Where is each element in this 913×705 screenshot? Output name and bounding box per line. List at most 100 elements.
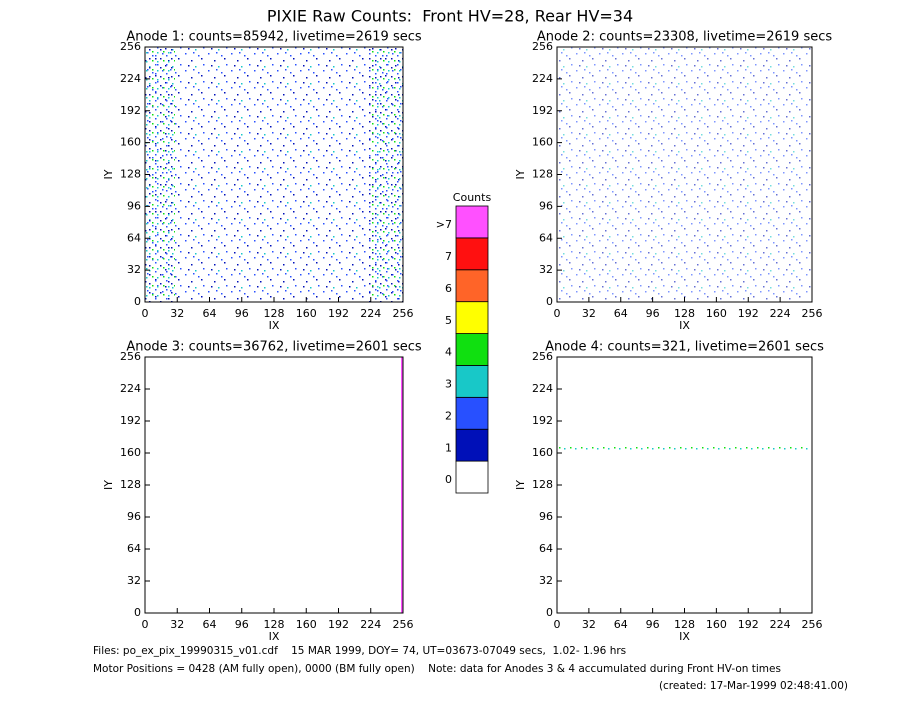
x-tick-label: 192 (328, 307, 349, 320)
x-tick-label: 256 (802, 307, 823, 320)
y-tick-label: 32 (539, 263, 553, 276)
footer-line: Files: po_ex_pix_19990315_v01.cdf 15 MAR… (93, 645, 626, 657)
colorbar-label: 6 (445, 282, 452, 295)
counts-texture (145, 47, 403, 302)
x-tick-label: 160 (296, 307, 317, 320)
y-tick-label: 256 (120, 350, 141, 363)
colorbar-label: 4 (445, 346, 452, 359)
y-tick-label: 96 (539, 199, 553, 212)
panel-title: Anode 3: counts=36762, livetime=2601 sec… (126, 340, 422, 355)
panel-title: Anode 1: counts=85942, livetime=2619 sec… (126, 30, 422, 45)
y-tick-label: 64 (127, 231, 141, 244)
x-tick-label: 160 (296, 618, 317, 631)
y-tick-label: 0 (546, 606, 553, 619)
x-tick-label: 128 (674, 618, 695, 631)
colorbar-cell (455, 460, 489, 494)
y-tick-label: 32 (127, 263, 141, 276)
x-axis-label: IX (679, 630, 690, 643)
colorbar-label: 5 (445, 314, 452, 327)
texture (145, 47, 812, 613)
y-tick-label: 160 (532, 446, 553, 459)
x-tick-label: 256 (393, 307, 414, 320)
y-tick-label: 96 (539, 510, 553, 523)
y-axis-label: IY (514, 480, 527, 490)
y-tick-label: 160 (120, 136, 141, 149)
y-tick-label: 224 (120, 382, 141, 395)
x-tick-label: 96 (646, 618, 660, 631)
panel-title: Anode 2: counts=23308, livetime=2619 sec… (537, 30, 833, 45)
x-tick-label: 32 (582, 307, 596, 320)
colorbar-cell (455, 365, 489, 398)
y-tick-label: 192 (120, 104, 141, 117)
colorbar-label: 1 (445, 441, 452, 454)
y-tick-label: 128 (532, 168, 553, 181)
x-tick-label: 0 (554, 618, 561, 631)
x-tick-label: 224 (360, 618, 381, 631)
y-tick-label: 192 (532, 414, 553, 427)
y-tick-label: 96 (127, 199, 141, 212)
y-tick-label: 192 (532, 104, 553, 117)
counts-texture (368, 47, 403, 302)
x-tick-label: 64 (203, 618, 217, 631)
x-tick-label: 0 (142, 618, 149, 631)
y-tick-label: 32 (539, 574, 553, 587)
colorbar-cell (455, 301, 489, 334)
x-tick-label: 256 (393, 618, 414, 631)
x-tick-label: 192 (328, 618, 349, 631)
y-tick-label: 64 (127, 542, 141, 555)
colorbar-cell (455, 396, 489, 430)
y-axis-label: IY (514, 169, 527, 179)
x-axis-label: IX (679, 319, 690, 332)
x-tick-label: 0 (142, 307, 149, 320)
y-axis-label: IY (102, 480, 115, 490)
x-tick-label: 128 (674, 307, 695, 320)
colorbar-label: 0 (445, 473, 452, 486)
x-tick-label: 96 (646, 307, 660, 320)
x-axis-label: IX (269, 630, 280, 643)
y-tick-label: 256 (120, 40, 141, 53)
x-tick-label: 0 (554, 307, 561, 320)
y-tick-label: 0 (134, 606, 141, 619)
y-tick-label: 128 (120, 168, 141, 181)
colorbar-cell (455, 428, 489, 462)
x-tick-label: 160 (706, 618, 727, 631)
y-tick-label: 128 (120, 478, 141, 491)
y-tick-label: 64 (539, 231, 553, 244)
colorbar-cell (455, 205, 489, 239)
y-tick-label: 96 (127, 510, 141, 523)
y-tick-label: 256 (532, 40, 553, 53)
x-tick-label: 64 (614, 307, 628, 320)
x-tick-label: 64 (203, 307, 217, 320)
y-tick-label: 0 (134, 295, 141, 308)
counts-texture (557, 447, 812, 450)
x-tick-label: 224 (770, 307, 791, 320)
y-tick-label: 160 (532, 136, 553, 149)
x-tick-label: 256 (802, 618, 823, 631)
x-tick-label: 96 (235, 618, 249, 631)
y-tick-label: 64 (539, 542, 553, 555)
colorbar-label: 7 (445, 250, 452, 263)
y-axis-label: IY (102, 169, 115, 179)
x-tick-label: 160 (706, 307, 727, 320)
footer-line: Motor Positions = 0428 (AM fully open), … (93, 663, 781, 675)
colorbar-cell (455, 333, 489, 366)
colorbar-cell (455, 269, 489, 303)
x-tick-label: 224 (360, 307, 381, 320)
x-tick-label: 96 (235, 307, 249, 320)
x-tick-label: 224 (770, 618, 791, 631)
plot-frame (556, 356, 813, 614)
x-tick-label: 192 (738, 307, 759, 320)
y-tick-label: 224 (532, 72, 553, 85)
x-tick-label: 32 (170, 618, 184, 631)
y-tick-label: 160 (120, 446, 141, 459)
colorbar-label: 3 (445, 378, 452, 391)
y-tick-label: 192 (120, 414, 141, 427)
y-tick-label: 224 (532, 382, 553, 395)
counts-texture (557, 47, 812, 302)
x-tick-label: 32 (582, 618, 596, 631)
x-tick-label: 128 (264, 307, 285, 320)
footer-line: (created: 17-Mar-1999 02:48:41.00) (659, 680, 848, 692)
colorbar-title: Counts (453, 191, 492, 204)
